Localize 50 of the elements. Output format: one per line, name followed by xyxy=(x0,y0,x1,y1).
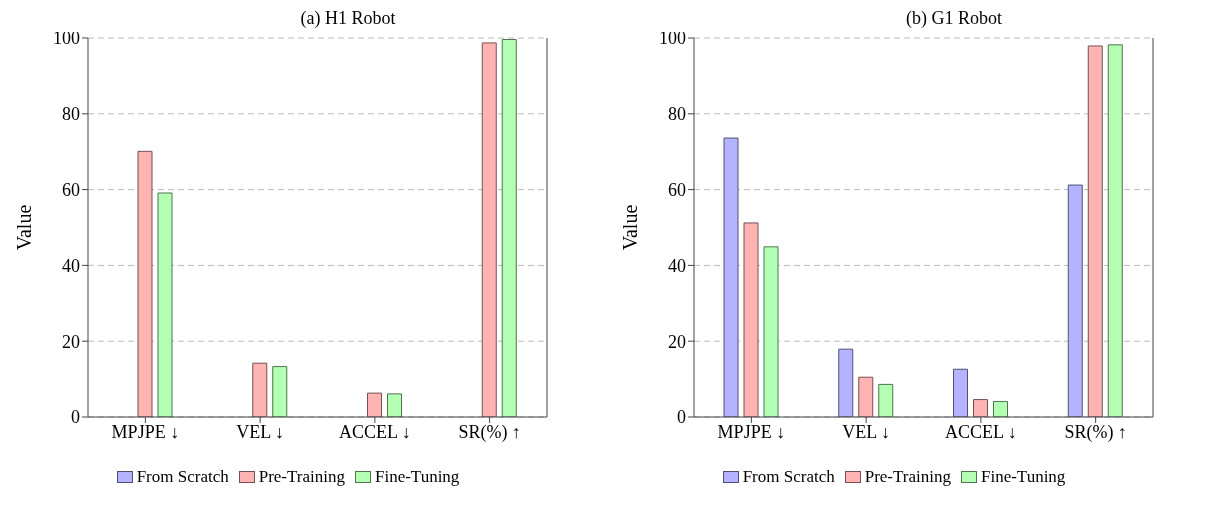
bar xyxy=(157,192,173,417)
legend-label: Fine-Tuning xyxy=(980,467,1066,487)
chart-title: (a) H1 Robot xyxy=(299,8,397,30)
bar xyxy=(367,392,382,417)
bar xyxy=(501,39,517,417)
bar xyxy=(481,42,497,417)
y-tick-label: 80 xyxy=(62,104,80,125)
bar xyxy=(858,376,874,417)
bar xyxy=(973,399,988,417)
legend-label: Fine-Tuning xyxy=(374,467,460,487)
y-axis-title: Value xyxy=(619,204,642,251)
y-tick-label: 60 xyxy=(668,179,686,200)
x-tick-label: SR(%) ↑ xyxy=(458,421,521,443)
x-tick-label: ACCEL ↓ xyxy=(944,421,1017,442)
bar xyxy=(953,368,968,417)
y-tick-label: 60 xyxy=(62,179,80,200)
legend-label: Pre-Training xyxy=(258,467,345,487)
bar xyxy=(252,362,268,417)
chart-title: (b) G1 Robot xyxy=(905,8,1003,30)
legend-label: Pre-Training xyxy=(864,467,951,487)
bar xyxy=(878,383,894,417)
bar xyxy=(993,400,1008,417)
y-tick-label: 0 xyxy=(71,407,80,428)
bar xyxy=(1107,44,1123,417)
y-tick-label: 40 xyxy=(62,255,80,276)
y-tick-label: 100 xyxy=(53,28,80,49)
legend-label: From Scratch xyxy=(136,467,229,487)
y-tick-label: 100 xyxy=(659,28,686,49)
bar xyxy=(743,222,759,417)
bar xyxy=(387,393,402,417)
bar xyxy=(1087,45,1103,417)
bar xyxy=(1067,184,1083,417)
x-tick-label: VEL ↓ xyxy=(236,421,285,442)
y-tick-label: 80 xyxy=(668,104,686,125)
bar xyxy=(137,150,153,417)
y-axis-title: Value xyxy=(13,204,36,251)
bar xyxy=(838,348,854,417)
y-tick-label: 20 xyxy=(62,331,80,352)
x-tick-label: MPJPE ↓ xyxy=(717,421,786,442)
y-tick-label: 40 xyxy=(668,255,686,276)
x-tick-label: VEL ↓ xyxy=(842,421,891,442)
y-tick-label: 20 xyxy=(668,331,686,352)
x-tick-label: ACCEL ↓ xyxy=(338,421,411,442)
bar xyxy=(723,137,739,417)
legend-label: From Scratch xyxy=(742,467,835,487)
bar xyxy=(272,366,288,417)
x-tick-label: SR(%) ↑ xyxy=(1064,421,1127,443)
x-tick-label: MPJPE ↓ xyxy=(111,421,180,442)
y-tick-label: 0 xyxy=(677,407,686,428)
bar xyxy=(763,246,779,417)
